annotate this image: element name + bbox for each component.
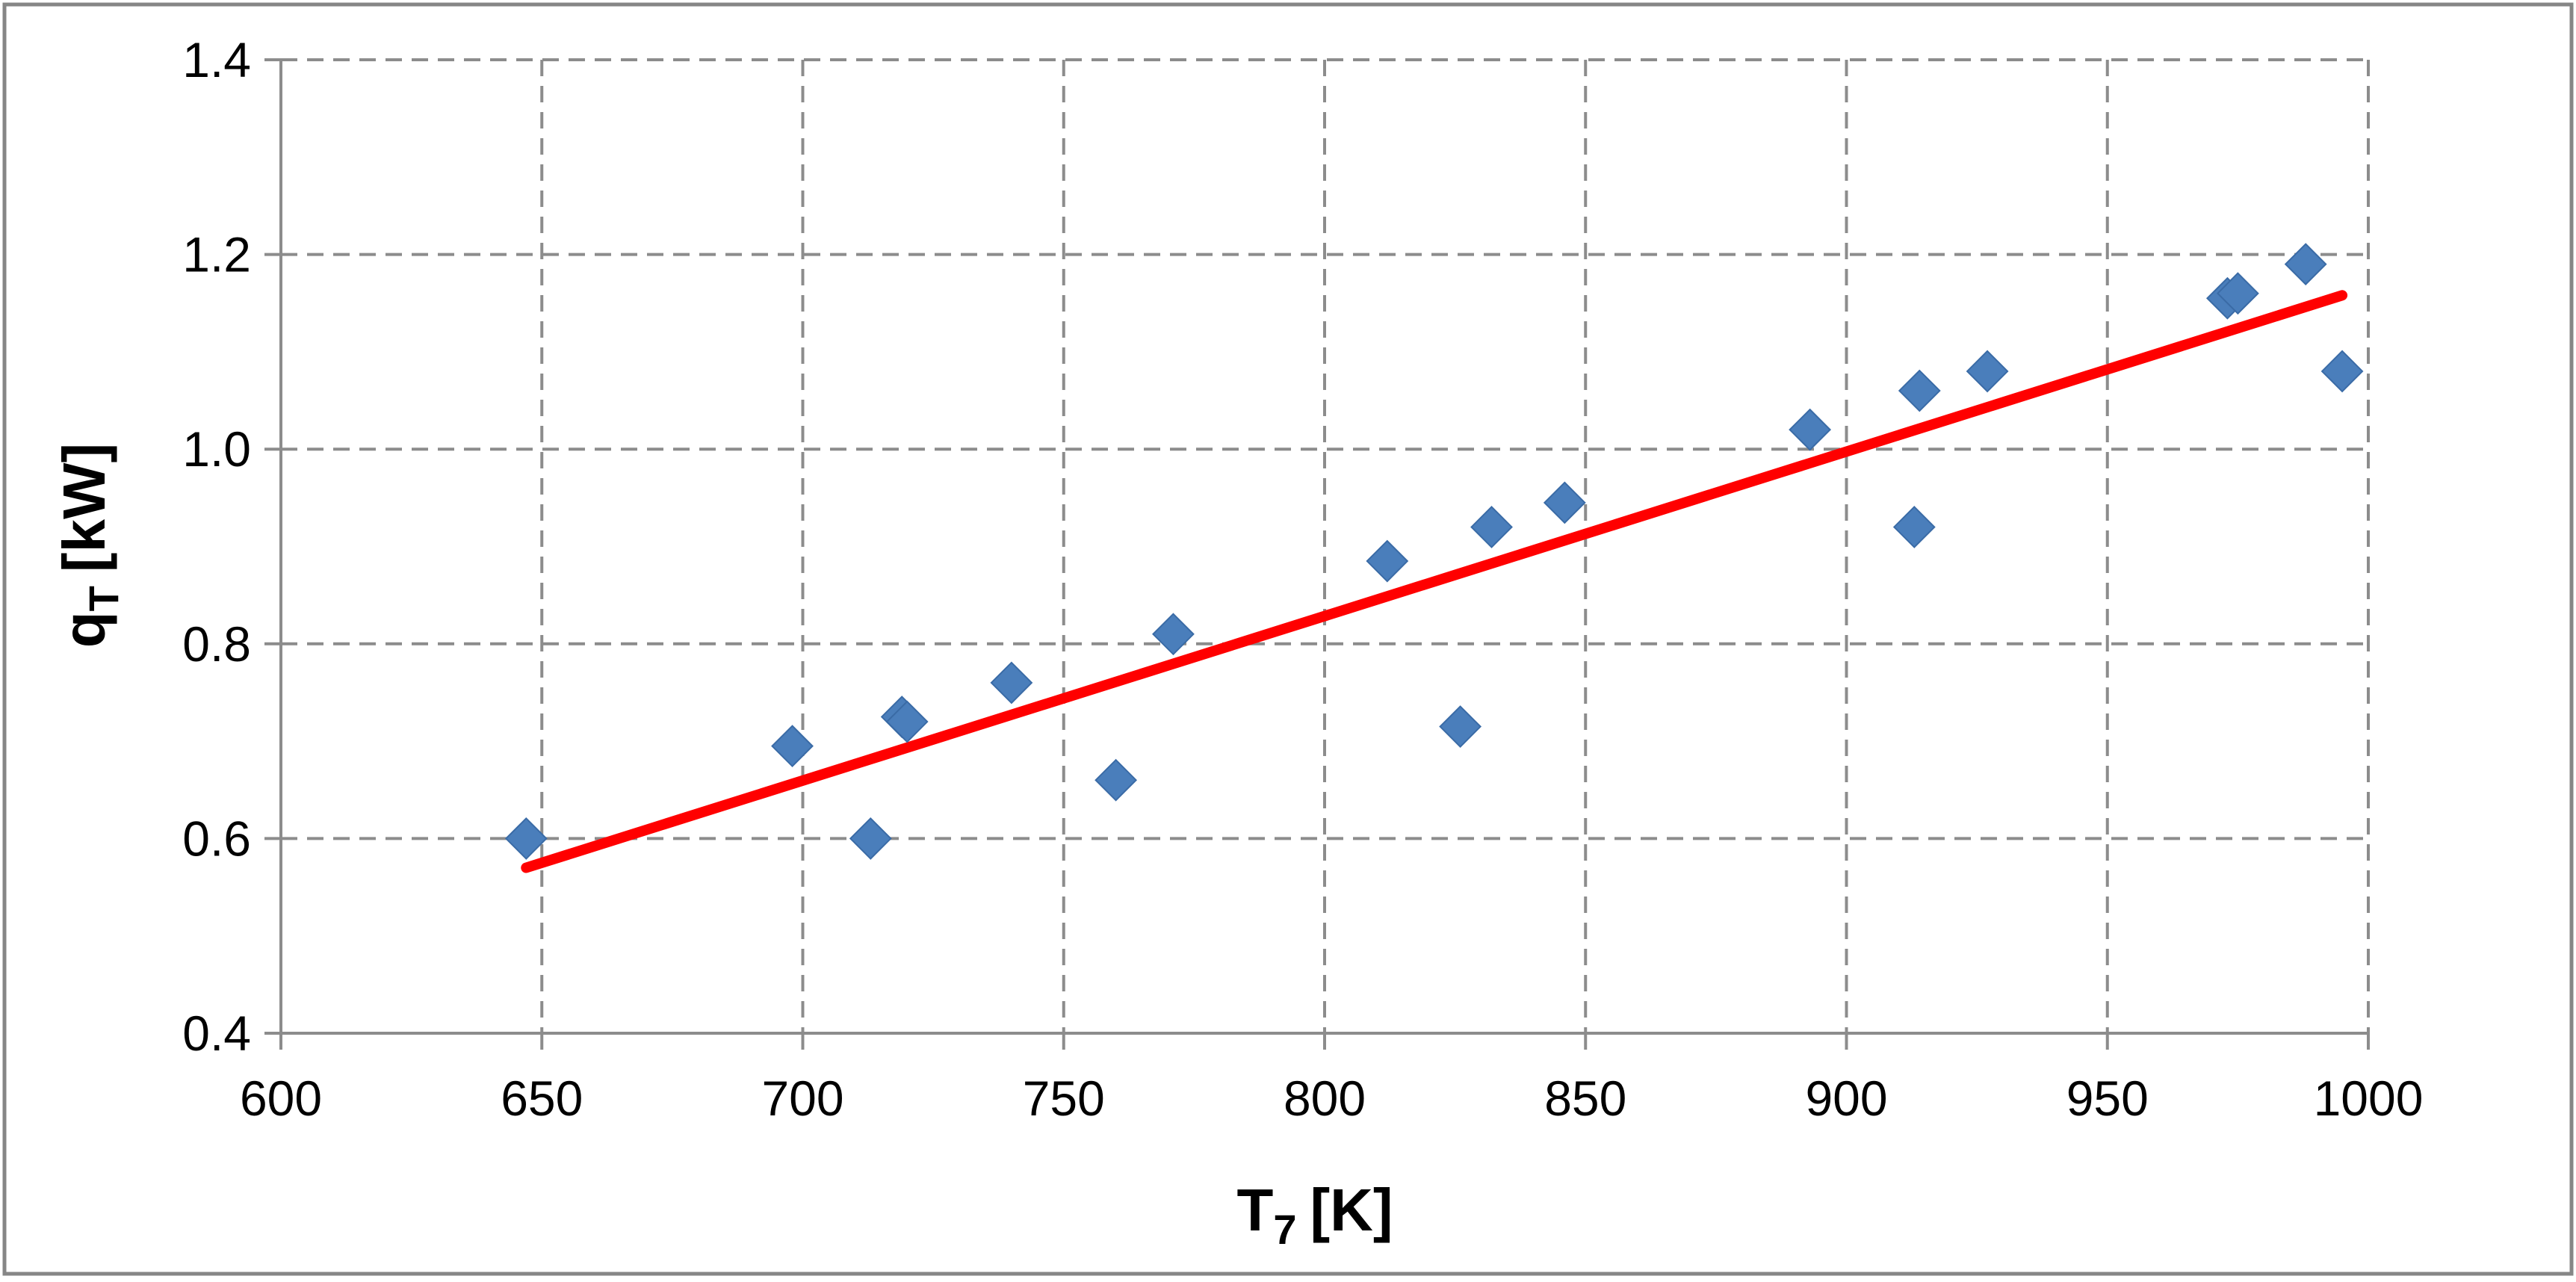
data-point <box>885 700 929 743</box>
data-point <box>2320 350 2364 393</box>
y-tick-label: 0.4 <box>182 1006 251 1061</box>
y-axis-label: qT [kW] <box>51 443 127 648</box>
trendline <box>521 290 2348 873</box>
x-tick-label: 700 <box>761 1071 843 1126</box>
data-point <box>1892 506 1936 548</box>
data-point <box>1470 506 1513 548</box>
data-point <box>2284 243 2327 286</box>
x-tick-label: 650 <box>501 1071 583 1126</box>
data-point <box>1789 408 1832 451</box>
x-tick-label: 850 <box>1544 1071 1626 1126</box>
x-tick-label: 1000 <box>2314 1071 2424 1126</box>
x-tick-label: 950 <box>2066 1071 2149 1126</box>
data-point <box>504 817 548 860</box>
y-tick-label: 0.8 <box>182 616 251 672</box>
y-axis-label-unit: [kW] <box>51 443 117 572</box>
x-axis-label: T7 [K] <box>1236 1177 1393 1253</box>
axes: 600 650 700 750 800 850 900 950 1000 0.4 0.6 0.8 1.0… <box>182 32 2423 1126</box>
data-point <box>1095 758 1138 802</box>
data-point <box>990 661 1033 705</box>
data-point <box>2216 272 2259 315</box>
y-tick-label: 0.6 <box>182 811 251 866</box>
y-tick-label: 1.2 <box>182 227 251 282</box>
data-point <box>1152 613 1195 656</box>
x-axis-label-sub: 7 <box>1273 1206 1296 1253</box>
y-tick-label: 1.4 <box>182 32 251 87</box>
trendline-layer <box>521 290 2348 873</box>
y-tick-label: 1.0 <box>182 421 251 477</box>
x-axis-label-unit: [K] <box>1310 1177 1393 1243</box>
x-tick-label: 750 <box>1023 1071 1105 1126</box>
data-point <box>1366 539 1409 583</box>
data-point <box>1966 350 2009 393</box>
labels: T7 [K] qT[kW] <box>51 443 1393 1253</box>
y-axis-label-main: q <box>51 611 117 648</box>
y-axis-label-sub: T <box>80 586 127 611</box>
x-tick-label: 600 <box>240 1071 322 1126</box>
data-points <box>504 243 2364 860</box>
data-point <box>1898 369 1941 412</box>
data-point <box>1543 481 1586 524</box>
x-tick-label: 900 <box>1805 1071 1887 1126</box>
data-point <box>849 817 892 860</box>
x-tick-label: 800 <box>1284 1071 1366 1126</box>
x-axis-label-main: T <box>1236 1177 1273 1243</box>
data-point <box>1439 705 1482 748</box>
data-point <box>771 725 814 768</box>
